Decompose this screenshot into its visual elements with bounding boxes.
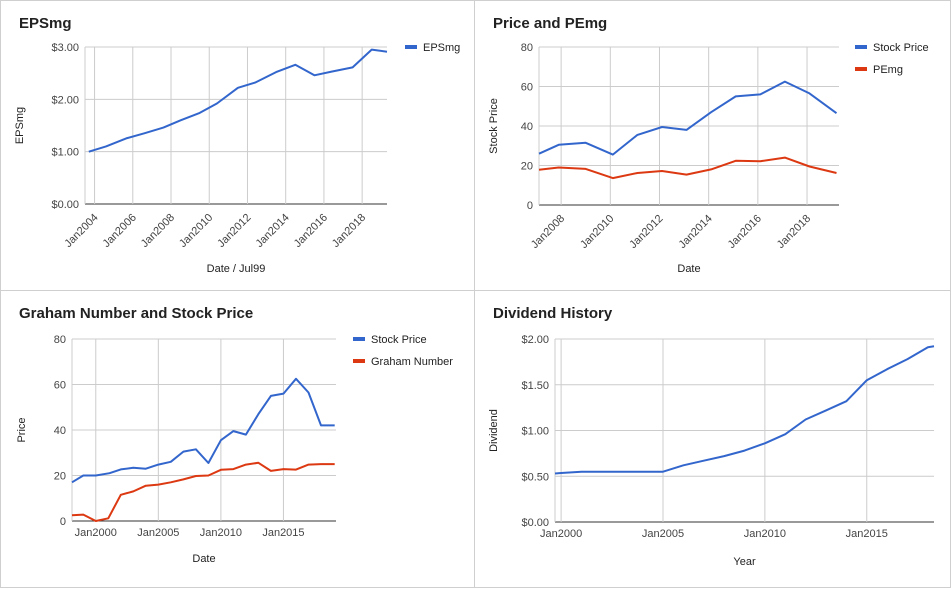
chart-title: Dividend History <box>493 305 613 322</box>
x-tick-label: Jan2008 <box>529 213 567 251</box>
y-tick-label: 0 <box>527 200 533 212</box>
y-tick-label: $0.00 <box>51 199 79 211</box>
legend-label: EPSmg <box>423 42 460 54</box>
price-pe-chart-panel: Price and PEmg 0 20 40 60 80 Jan2008 Jan2010 Jan… <box>474 0 951 291</box>
x-tick-label: Jan2016 <box>726 213 764 251</box>
x-tick-label: Jan2015 <box>846 528 888 540</box>
x-tick-label: Jan2012 <box>215 212 253 250</box>
series-line-epsmg <box>88 48 388 153</box>
x-tick-label: Jan2006 <box>101 212 139 250</box>
x-tick-label: Jan2015 <box>262 527 304 539</box>
series-line-graham-number <box>71 461 335 522</box>
y-tick-label: $2.00 <box>521 334 549 346</box>
chart-title: Price and PEmg <box>493 15 607 32</box>
graham-chart-panel: Graham Number and Stock Price 0 20 40 60 80 Ja… <box>0 290 475 588</box>
x-tick-label: Jan2010 <box>744 528 786 540</box>
x-tick-label: Jan2018 <box>330 212 368 250</box>
x-tick-label: Jan2010 <box>578 213 616 251</box>
chart-title: Graham Number and Stock Price <box>19 305 253 322</box>
series-line-pemg <box>538 156 837 180</box>
legend-swatch <box>353 337 365 341</box>
y-tick-label: $1.00 <box>51 147 79 159</box>
x-axis-title: Date / Jul99 <box>207 263 266 275</box>
dividend-chart: Dividend History $0.00 $0.50 $1.00 $1.50 $2.0… <box>488 305 935 568</box>
x-axis-title: Date <box>677 263 700 275</box>
x-tick-label: Jan2014 <box>253 212 291 250</box>
series-line-stock-price <box>538 80 838 156</box>
x-tick-label: Jan2005 <box>642 528 684 540</box>
y-tick-label: 40 <box>521 121 533 133</box>
x-axis-title: Year <box>733 556 756 568</box>
y-axis-title: Stock Price <box>488 98 500 154</box>
y-tick-label: 60 <box>521 82 533 94</box>
legend-label: PEmg <box>873 64 903 76</box>
x-tick-label: Jan2004 <box>62 212 100 250</box>
x-tick-label: Jan2012 <box>627 213 665 251</box>
y-tick-label: $1.50 <box>521 380 549 392</box>
x-tick-label: Jan2010 <box>200 527 242 539</box>
y-tick-label: 60 <box>54 380 66 392</box>
y-tick-label: $0.50 <box>521 471 549 483</box>
legend-swatch <box>353 359 365 363</box>
y-tick-label: 0 <box>60 516 66 528</box>
y-tick-label: $3.00 <box>51 42 79 54</box>
y-tick-label: $2.00 <box>51 94 79 106</box>
dividend-chart-panel: Dividend History $0.00 $0.50 $1.00 $1.50 $2.0… <box>474 290 951 588</box>
legend-swatch <box>405 45 417 49</box>
chart-title: EPSmg <box>19 15 72 32</box>
x-tick-label: Jan2016 <box>292 212 330 250</box>
y-tick-label: $0.00 <box>521 517 549 529</box>
graham-chart: Graham Number and Stock Price 0 20 40 60 80 Ja… <box>16 305 453 565</box>
eps-chart-panel: EPSmg $0.00 $1.00 $2.00 $3.00 Jan2004 Jan2006 J… <box>0 0 475 291</box>
y-axis-title: Price <box>16 417 28 442</box>
x-axis-title: Date <box>192 553 215 565</box>
y-tick-label: 80 <box>521 42 533 54</box>
x-tick-label: Jan2010 <box>177 212 215 250</box>
legend-swatch <box>855 45 867 49</box>
price-pe-chart: Price and PEmg 0 20 40 60 80 Jan2008 Jan2010 Jan… <box>488 15 929 275</box>
y-tick-label: 20 <box>521 161 533 173</box>
y-tick-label: 80 <box>54 334 66 346</box>
y-tick-label: 20 <box>54 471 66 483</box>
y-tick-label: 40 <box>54 425 66 437</box>
x-tick-label: Jan2008 <box>139 212 177 250</box>
series-line-dividend <box>554 345 935 475</box>
x-tick-label: Jan2014 <box>676 213 714 251</box>
y-tick-label: $1.00 <box>521 426 549 438</box>
x-tick-label: Jan2005 <box>137 527 179 539</box>
x-tick-label: Jan2000 <box>540 528 582 540</box>
legend-swatch <box>855 67 867 71</box>
y-axis-title: EPSmg <box>14 107 26 144</box>
series-line-stock-price <box>71 377 335 484</box>
x-tick-label: Jan2000 <box>75 527 117 539</box>
y-axis-title: Dividend <box>488 409 500 452</box>
legend-label: Graham Number <box>371 356 453 368</box>
legend-label: Stock Price <box>873 42 929 54</box>
x-tick-label: Jan2018 <box>775 213 813 251</box>
legend-label: Stock Price <box>371 334 427 346</box>
